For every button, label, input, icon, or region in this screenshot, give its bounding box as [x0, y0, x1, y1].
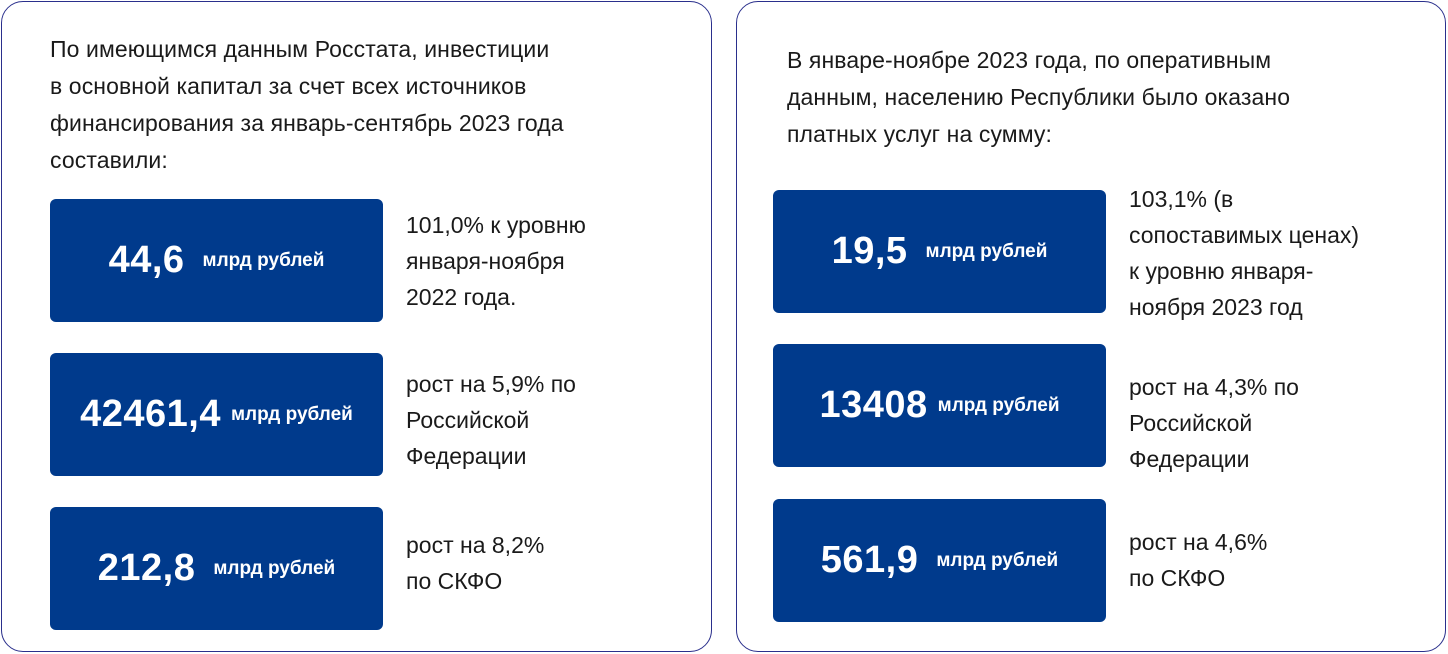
investment-skfo-card: 212,8 млрд рублей	[50, 507, 383, 630]
services-intro-text: В январе-ноябре 2023 года, по оперативны…	[787, 47, 1291, 147]
services-total-card: 19,5 млрд рублей	[773, 190, 1106, 313]
services-total-value: 19,5	[831, 230, 908, 272]
investment-total-value: 44,6	[108, 239, 185, 281]
investment-skfo-unit: млрд рублей	[213, 557, 336, 579]
investment-total-note: 101,0% к уровню января-ноября 2022 года.	[406, 212, 586, 310]
services-skfo-note: рост на 4,6% по СКФО	[1129, 529, 1268, 591]
investment-russia-note: рост на 5,9% по Российской Федерации	[406, 371, 576, 469]
services-russia-value: 13408	[819, 384, 928, 426]
services-total-unit: млрд рублей	[925, 240, 1048, 262]
investment-russia-value: 42461,4	[80, 393, 221, 435]
investment-russia-unit: млрд рублей	[231, 403, 353, 425]
investment-skfo-value: 212,8	[97, 547, 196, 589]
services-skfo-value: 561,9	[820, 539, 919, 581]
investment-russia-card: 42461,4 млрд рублей	[50, 353, 383, 476]
investment-total-unit: млрд рублей	[202, 249, 325, 271]
investment-panel: По имеющимся данным Росстата, инвестиции…	[1, 1, 712, 652]
services-panel: В январе-ноябре 2023 года, по оперативны…	[736, 1, 1446, 652]
investment-skfo-note: рост на 8,2% по СКФО	[406, 532, 545, 594]
services-skfo-unit: млрд рублей	[936, 549, 1059, 571]
investment-total-card: 44,6 млрд рублей	[50, 199, 383, 322]
services-total-note: 103,1% (в сопоставимых ценах) к уровню я…	[1129, 186, 1360, 320]
services-russia-note: рост на 4,3% по Российской Федерации	[1129, 374, 1299, 472]
services-russia-card: 13408 млрд рублей	[773, 344, 1106, 467]
services-skfo-card: 561,9 млрд рублей	[773, 499, 1106, 622]
investment-intro-text: По имеющимся данным Росстата, инвестиции…	[50, 36, 564, 173]
services-russia-unit: млрд рублей	[937, 394, 1060, 416]
